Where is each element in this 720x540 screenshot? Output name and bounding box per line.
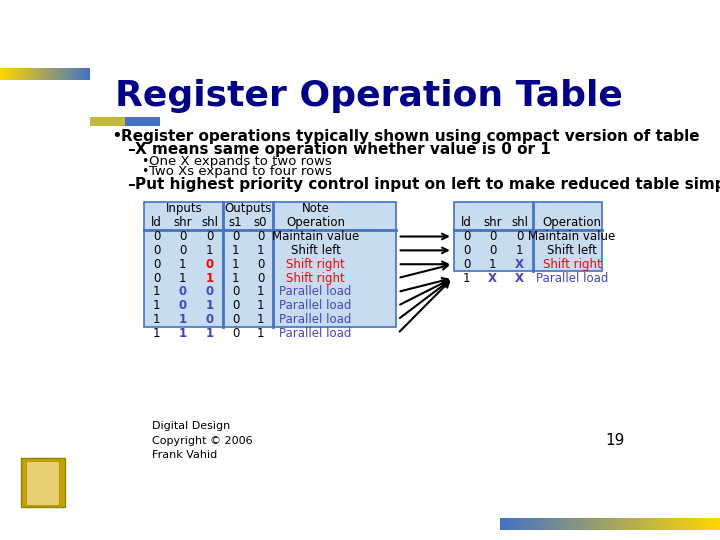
Text: 1: 1: [179, 313, 186, 326]
Text: Maintain value: Maintain value: [272, 230, 359, 243]
Text: 1: 1: [257, 244, 264, 257]
Text: 0: 0: [257, 272, 264, 285]
Text: 1: 1: [153, 299, 161, 312]
Text: Register operations typically shown using compact version of table: Register operations typically shown usin…: [121, 129, 700, 144]
Text: 0: 0: [232, 286, 239, 299]
Text: 1: 1: [516, 244, 523, 257]
Text: Operation: Operation: [286, 216, 345, 229]
Text: –: –: [127, 142, 135, 157]
Text: shl: shl: [201, 216, 218, 229]
Text: •: •: [112, 127, 122, 145]
Text: 0: 0: [232, 299, 239, 312]
Text: •: •: [141, 165, 148, 178]
Text: Operation: Operation: [543, 216, 601, 229]
Text: 1: 1: [206, 272, 214, 285]
Text: ld: ld: [151, 216, 162, 229]
Text: Digital Design
Copyright © 2006
Frank Vahid: Digital Design Copyright © 2006 Frank Va…: [152, 421, 253, 461]
Text: Two Xs expand to four rows: Two Xs expand to four rows: [149, 165, 332, 178]
Text: 0: 0: [463, 244, 470, 257]
Text: 0: 0: [153, 230, 161, 243]
Text: 0: 0: [206, 313, 214, 326]
Text: 0: 0: [206, 258, 214, 271]
Text: 0: 0: [206, 230, 213, 243]
FancyBboxPatch shape: [454, 202, 601, 271]
Text: 1: 1: [257, 299, 264, 312]
FancyBboxPatch shape: [20, 458, 65, 507]
Text: 1: 1: [257, 286, 264, 299]
Text: 0: 0: [232, 313, 239, 326]
Text: 0: 0: [153, 272, 161, 285]
Text: 1: 1: [179, 258, 186, 271]
Text: ld: ld: [462, 216, 472, 229]
Text: 0: 0: [257, 230, 264, 243]
Text: 0: 0: [232, 230, 239, 243]
Text: 1: 1: [257, 313, 264, 326]
Text: Shift left: Shift left: [291, 244, 341, 257]
Text: Parallel load: Parallel load: [279, 313, 351, 326]
FancyBboxPatch shape: [26, 461, 59, 504]
Text: 0: 0: [489, 230, 496, 243]
Text: 1: 1: [463, 272, 470, 285]
Text: Parallel load: Parallel load: [279, 299, 351, 312]
Text: One X expands to two rows: One X expands to two rows: [149, 154, 332, 167]
Text: 1: 1: [257, 327, 264, 340]
Text: shr: shr: [483, 216, 502, 229]
Text: 0: 0: [206, 286, 214, 299]
Text: •: •: [141, 154, 148, 167]
Text: 1: 1: [232, 272, 240, 285]
Text: 1: 1: [206, 244, 214, 257]
Text: 1: 1: [179, 327, 186, 340]
Text: shl: shl: [511, 216, 528, 229]
Text: Put highest priority control input on left to make reduced table simple: Put highest priority control input on le…: [135, 177, 720, 192]
Text: X: X: [516, 258, 524, 271]
Text: Shift right: Shift right: [286, 272, 345, 285]
Text: 0: 0: [257, 258, 264, 271]
Text: s1: s1: [229, 216, 243, 229]
Text: X: X: [488, 272, 497, 285]
Text: Register Operation Table: Register Operation Table: [115, 79, 623, 113]
FancyBboxPatch shape: [144, 202, 396, 327]
Text: Parallel load: Parallel load: [279, 327, 351, 340]
Text: 1: 1: [232, 244, 240, 257]
FancyBboxPatch shape: [90, 117, 125, 126]
Text: 0: 0: [516, 230, 523, 243]
Text: 0: 0: [179, 299, 186, 312]
Text: Shift right: Shift right: [286, 258, 345, 271]
Text: Outputs: Outputs: [225, 202, 271, 215]
Text: 0: 0: [153, 244, 161, 257]
Text: Maintain value: Maintain value: [528, 230, 616, 243]
Text: –: –: [127, 177, 135, 192]
Text: 0: 0: [232, 327, 239, 340]
Text: 1: 1: [232, 258, 240, 271]
FancyBboxPatch shape: [90, 117, 160, 126]
Text: 1: 1: [179, 272, 186, 285]
Text: shr: shr: [174, 216, 192, 229]
Text: X means same operation whether value is 0 or 1: X means same operation whether value is …: [135, 142, 551, 157]
Text: 1: 1: [206, 327, 214, 340]
Text: Inputs: Inputs: [166, 202, 202, 215]
Text: Note: Note: [302, 202, 330, 215]
Text: 1: 1: [153, 286, 161, 299]
Text: s0: s0: [253, 216, 267, 229]
Text: 0: 0: [463, 258, 470, 271]
Text: 19: 19: [606, 433, 625, 448]
Text: 1: 1: [153, 313, 161, 326]
Text: 0: 0: [179, 230, 186, 243]
Text: 0: 0: [179, 286, 186, 299]
Text: 1: 1: [489, 258, 496, 271]
Text: 0: 0: [153, 258, 161, 271]
Text: 0: 0: [489, 244, 496, 257]
Text: Shift right: Shift right: [543, 258, 601, 271]
Text: X: X: [516, 272, 524, 285]
Text: 0: 0: [463, 230, 470, 243]
Text: Parallel load: Parallel load: [536, 272, 608, 285]
Text: Shift left: Shift left: [547, 244, 597, 257]
Text: 1: 1: [206, 299, 214, 312]
Text: 0: 0: [179, 244, 186, 257]
Text: 1: 1: [153, 327, 161, 340]
Text: Parallel load: Parallel load: [279, 286, 351, 299]
